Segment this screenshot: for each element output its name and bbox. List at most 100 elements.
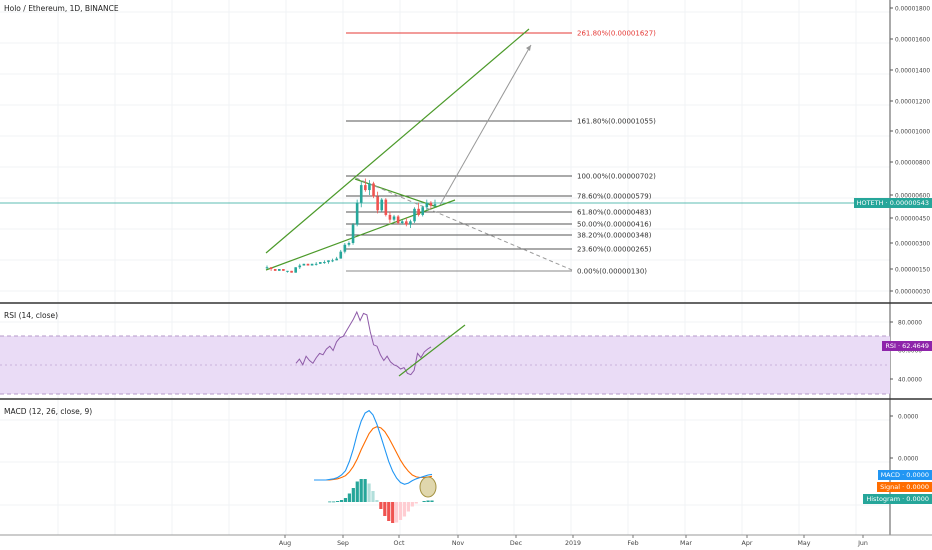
macd-histogram-bar	[391, 502, 395, 523]
candle-body	[343, 244, 347, 252]
candle-body	[376, 196, 379, 211]
time-label: 2019	[565, 540, 581, 547]
candle-body	[306, 263, 310, 266]
rsi-trendline	[398, 324, 466, 377]
price-tick-label: 0.00000150	[895, 268, 930, 274]
time-label: Jun	[857, 540, 868, 547]
macd-histogram-bar	[395, 502, 399, 523]
macd-histogram-bar	[351, 488, 355, 502]
fib-level-label: 23.60%(0.00000265)	[577, 246, 652, 254]
candle-body	[327, 260, 330, 263]
price-tick-label: 0.00000030	[895, 290, 930, 296]
candle-body	[282, 269, 285, 271]
candle-body	[413, 208, 416, 222]
candle-body	[405, 221, 408, 225]
rsi-line	[295, 310, 432, 376]
rsi-value-label: RSI · 62.4649	[882, 341, 932, 351]
macd-tick-label: 0.0000	[898, 415, 919, 421]
candle-body	[433, 204, 437, 206]
price-tick-label: 0.00000600	[895, 194, 930, 200]
candle-body	[400, 221, 404, 223]
time-label: May	[797, 540, 810, 547]
macd-line	[314, 409, 433, 485]
candle-body	[380, 199, 384, 211]
candle-body	[269, 267, 273, 269]
rsi-tick-label: 60.0000	[898, 349, 922, 355]
fib-level-label: 261.80%(0.00001627)	[577, 30, 656, 38]
macd-histogram-bar	[371, 491, 375, 502]
candle-body	[273, 269, 277, 271]
candle-body	[359, 185, 363, 203]
macd-histogram-bar	[343, 498, 348, 502]
candle-body	[318, 262, 322, 264]
price-tick-label: 0.00000450	[895, 217, 930, 223]
candle-body	[368, 183, 371, 191]
fib-level-label: 61.80%(0.00000483)	[577, 209, 652, 217]
macd-histogram-bar	[387, 502, 391, 521]
candle-body	[347, 243, 351, 245]
current-price-label: HOTETH · 0.00000543	[853, 198, 932, 208]
macd-histogram-bar	[379, 502, 383, 509]
rsi-title: RSI (14, close)	[4, 311, 59, 320]
rsi-tick-label: 80.0000	[898, 321, 922, 327]
candle-body	[396, 216, 400, 223]
time-label: Dec	[510, 540, 523, 547]
candle-body	[355, 202, 359, 225]
macd-histogram-bar	[332, 501, 336, 503]
candle-body	[364, 185, 367, 191]
candle-body	[425, 202, 429, 208]
time-label: Aug	[279, 540, 291, 547]
macd-histogram-bar	[406, 502, 410, 512]
highlight-ellipse	[419, 476, 437, 498]
time-label: Nov	[452, 540, 465, 547]
candle-body	[384, 199, 388, 215]
time-label: Sep	[337, 540, 349, 547]
macd-histogram-bar	[375, 500, 379, 502]
fib-level-label: 38.20%(0.00000348)	[577, 232, 652, 240]
candle-body	[323, 262, 326, 264]
price-tick-label: 0.00001200	[895, 100, 930, 106]
candle-body	[335, 258, 338, 261]
price-tick-label: 0.00000300	[895, 242, 930, 248]
fib-level-label: 78.60%(0.00000579)	[577, 193, 652, 201]
macd-histogram-bar	[367, 483, 371, 502]
macd-histogram-bar	[426, 500, 430, 502]
projection-arrow-head	[526, 45, 531, 51]
candle-body	[417, 208, 420, 215]
macd-histogram-bar	[328, 501, 332, 503]
time-label: Mar	[680, 540, 692, 547]
fib-level-label: 161.80%(0.00001055)	[577, 118, 656, 126]
macd-title: MACD (12, 26, close, 9)	[4, 407, 93, 416]
price-tick-label: 0.00001600	[895, 38, 930, 44]
candle-body	[310, 263, 314, 266]
fib-level-label: 0.00%(0.00000130)	[577, 268, 647, 276]
fib-level-label: 100.00%(0.00000702)	[577, 173, 656, 181]
candle-body	[290, 270, 293, 273]
fib-level-label: 50.00%(0.00000416)	[577, 221, 652, 229]
candle-body	[339, 251, 343, 259]
macd-histogram-bar	[430, 500, 434, 502]
candle-body	[409, 221, 412, 225]
time-label: Apr	[742, 540, 753, 547]
candle-body	[421, 207, 425, 215]
candle-body	[277, 269, 281, 271]
macd-histogram-bar	[363, 479, 367, 502]
candle-body	[286, 270, 289, 272]
macd-histogram-bar	[414, 502, 418, 504]
macd-histogram-bar	[422, 501, 426, 502]
price-tick-label: 0.00001400	[895, 69, 930, 75]
signal-value-label: Signal · 0.0000	[877, 482, 932, 492]
candle-body	[351, 224, 355, 243]
projection-arrow-line	[439, 44, 532, 206]
candle-body	[429, 202, 433, 206]
macd-histogram-bar	[347, 493, 351, 502]
candle-body	[388, 214, 392, 220]
signal-line	[314, 426, 433, 481]
macd-histogram-bar	[355, 481, 359, 502]
candle-body	[265, 267, 269, 269]
candle-body	[314, 263, 318, 265]
rsi-tick-label: 40.0000	[898, 378, 922, 384]
chart-title: Holo / Ethereum, 1D, BINANCE	[4, 4, 119, 13]
macd-histogram-bar	[383, 502, 387, 516]
